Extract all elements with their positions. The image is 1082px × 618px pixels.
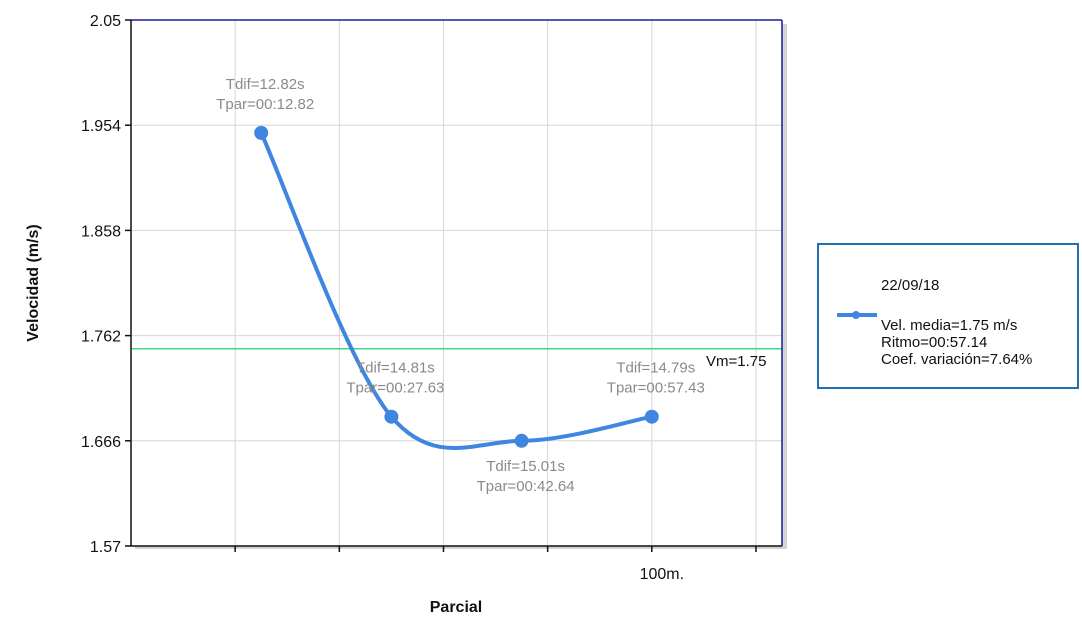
point-label-tpar: Tpar=00:42.64 bbox=[477, 478, 575, 495]
point-label-tpar: Tpar=00:27.63 bbox=[346, 380, 444, 397]
legend-coef-variacion: Coef. variación=7.64% bbox=[881, 351, 1033, 368]
point-label-tpar: Tpar=00:57.43 bbox=[607, 380, 705, 397]
y-tick-label: 1.858 bbox=[81, 223, 121, 240]
point-label-tdif: Tdif=15.01s bbox=[486, 458, 565, 475]
series-layer bbox=[254, 125, 659, 450]
annotations: Tdif=12.82s Tpar=00:12.82 Tdif=14.81s Tpar=… bbox=[216, 76, 705, 495]
point-label-tdif: Tdif=14.81s bbox=[356, 360, 435, 377]
data-point bbox=[514, 433, 529, 448]
mean-velocity-label: Vm=1.75 bbox=[706, 353, 766, 370]
data-point bbox=[384, 409, 399, 424]
x-axis-title: Parcial bbox=[430, 599, 482, 616]
legend-ritmo: Ritmo=00:57.14 bbox=[881, 334, 988, 351]
line-chart: Vm=1.75 2.05 1.954 1.858 1.762 1.666 1.57 100… bbox=[25, 13, 787, 616]
point-label-tpar: Tpar=00:12.82 bbox=[216, 96, 314, 113]
y-axis-title: Velocidad (m/s) bbox=[25, 224, 42, 341]
data-point bbox=[254, 125, 269, 140]
legend-vel-media: Vel. media=1.75 m/s bbox=[881, 317, 1018, 334]
legend-text: Vel. media=1.75 m/s Ritmo=00:57.14 Coef.… bbox=[881, 317, 1032, 368]
x-tick-label: 100m. bbox=[640, 566, 684, 583]
y-tick-label: 1.666 bbox=[81, 434, 121, 451]
x-ticks: 100m. bbox=[234, 546, 757, 583]
point-label-tdif: Tdif=12.82s bbox=[226, 76, 305, 93]
y-tick-label: 1.762 bbox=[81, 329, 121, 346]
y-ticks: 2.05 1.954 1.858 1.762 1.666 1.57 bbox=[81, 13, 131, 556]
plot-area bbox=[131, 20, 782, 546]
legend: 22/09/18 Vel. media=1.75 m/s Ritmo=00:57… bbox=[817, 243, 1079, 389]
grid bbox=[131, 20, 782, 546]
y-tick-label: 1.57 bbox=[90, 539, 121, 556]
reference-line-layer: Vm=1.75 bbox=[131, 348, 782, 370]
y-tick-label: 1.954 bbox=[81, 118, 121, 135]
point-label-tdif: Tdif=14.79s bbox=[616, 360, 695, 377]
data-point bbox=[644, 409, 659, 424]
y-tick-label: 2.05 bbox=[90, 13, 121, 30]
legend-title: 22/09/18 bbox=[881, 277, 940, 294]
legend-series-marker bbox=[852, 311, 860, 319]
series-line bbox=[259, 130, 654, 450]
